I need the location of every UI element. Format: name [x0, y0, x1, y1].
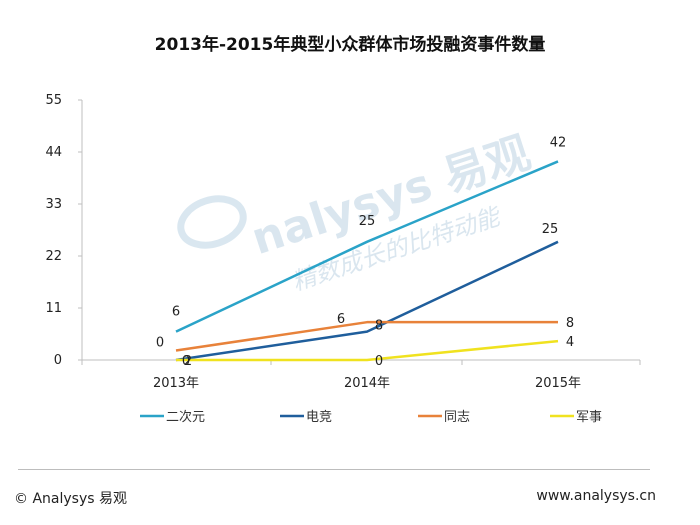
- x-axis: 2013年 2014年 2015年: [81, 359, 641, 391]
- legend-label: 军事: [576, 410, 602, 425]
- data-label: 8: [375, 319, 383, 334]
- legend-label: 电竞: [306, 409, 332, 425]
- legend: 二次元 电竞 同志 军事: [140, 409, 602, 425]
- data-label: 6: [337, 312, 345, 327]
- x-tick-label: 2015年: [535, 376, 581, 391]
- footer-divider: [18, 469, 650, 470]
- y-tick-label: 55: [45, 93, 62, 108]
- legend-label: 同志: [444, 410, 470, 425]
- legend-label: 二次元: [166, 409, 205, 425]
- data-label: 2: [184, 354, 192, 369]
- data-label: 4: [566, 335, 574, 350]
- data-label: 8: [566, 316, 574, 331]
- x-tick-label: 2014年: [344, 376, 390, 391]
- data-label: 25: [542, 222, 559, 237]
- y-tick-label: 44: [45, 145, 62, 160]
- series-lines: [175, 160, 559, 362]
- data-label: 0: [182, 354, 190, 369]
- y-tick-label: 33: [45, 197, 62, 212]
- watermark-logo-icon: [177, 195, 247, 249]
- copyright-text: © Analysys 易观: [14, 491, 127, 507]
- y-tick-label: 22: [45, 249, 62, 264]
- data-label: 6: [172, 305, 180, 320]
- legend-item: 军事: [550, 410, 602, 425]
- x-tick-label: 2013年: [153, 376, 199, 391]
- y-tick-label: 0: [54, 353, 62, 368]
- data-label: 25: [359, 214, 376, 229]
- data-label: 42: [550, 135, 567, 150]
- data-label: 0: [156, 336, 164, 351]
- y-tick-label: 11: [45, 301, 62, 316]
- data-label: 0: [375, 354, 383, 369]
- y-axis: 0 11 22 33 44 55: [45, 93, 83, 368]
- chart-title: 2013年-2015年典型小众群体市场投融资事件数量: [154, 35, 546, 55]
- legend-item: 电竞: [280, 409, 332, 425]
- legend-item: 同志: [418, 410, 470, 425]
- footer-url[interactable]: www.analysys.cn: [536, 488, 656, 504]
- legend-item: 二次元: [140, 409, 205, 425]
